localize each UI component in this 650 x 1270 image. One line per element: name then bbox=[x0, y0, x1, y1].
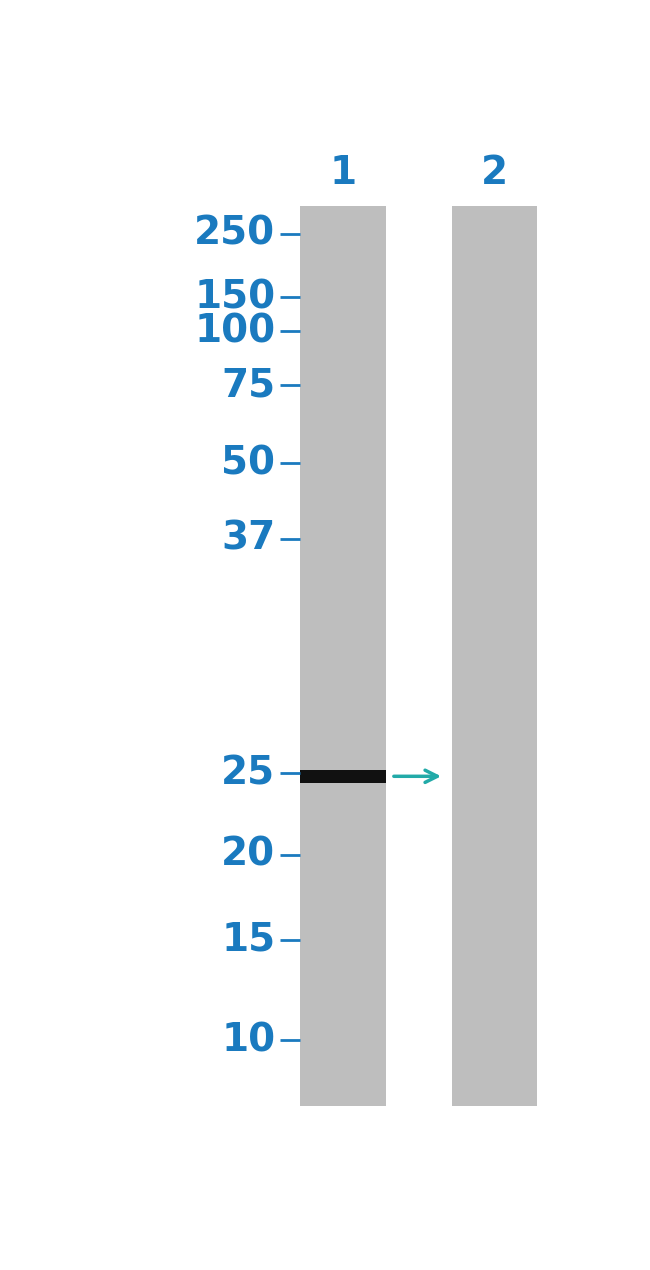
Text: 1: 1 bbox=[330, 154, 357, 192]
Text: 150: 150 bbox=[194, 278, 275, 316]
Text: 75: 75 bbox=[221, 366, 275, 404]
Text: 100: 100 bbox=[194, 312, 275, 351]
Text: 2: 2 bbox=[481, 154, 508, 192]
Text: 25: 25 bbox=[221, 754, 275, 792]
Text: 20: 20 bbox=[221, 836, 275, 874]
Bar bbox=[300, 206, 386, 1106]
Text: 15: 15 bbox=[221, 921, 275, 959]
Text: 37: 37 bbox=[221, 519, 275, 558]
Bar bbox=[452, 206, 537, 1106]
Text: 50: 50 bbox=[221, 444, 275, 483]
Text: 250: 250 bbox=[194, 215, 275, 253]
Text: 10: 10 bbox=[221, 1021, 275, 1059]
Bar bbox=[300, 770, 386, 782]
